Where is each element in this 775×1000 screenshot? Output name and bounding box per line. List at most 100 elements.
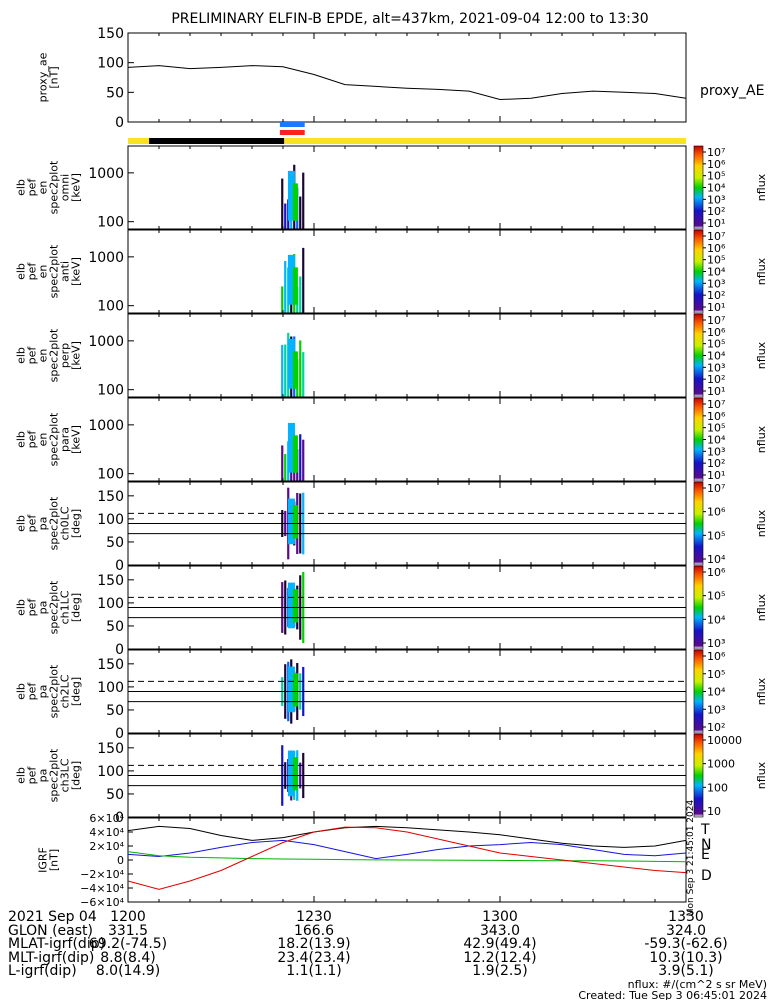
en_omni-ylabel-3: spec2plot — [48, 160, 61, 214]
en_perp-ylabel-5: [keV] — [70, 341, 83, 370]
pa_ch2-cbar-label-4: 10⁶ — [707, 650, 726, 663]
en_omni-ylabel-1: pef — [26, 178, 39, 197]
en_para-cbar-label-5: 10⁶ — [707, 410, 726, 423]
en_para-pixel-1 — [284, 454, 287, 481]
en_omni-ylabel-2: en — [37, 181, 50, 195]
en_perp-cbar-label-0: 10¹ — [707, 385, 725, 398]
en_perp-ytick-label-0: 100 — [97, 383, 124, 399]
en_anti-cbar-title: nflux — [755, 257, 768, 285]
footer-created-note: Created: Tue Sep 3 06:45:01 2024 — [578, 989, 767, 1000]
pa_ch3-ytick-label-3: 150 — [97, 741, 124, 757]
pa_ch2-cbar-label-1: 10³ — [707, 703, 725, 716]
footer-row-label-2: MLAT-igrf(dip) — [8, 936, 105, 952]
pa_ch3-ylabel-3: spec2plot — [48, 748, 61, 802]
en_anti-core-blue — [287, 254, 295, 305]
pa_ch2-core-green — [292, 673, 298, 707]
pa_ch1-cbar-label-1: 10⁴ — [707, 613, 726, 626]
footer-row-label-3: MLT-igrf(dip) — [8, 950, 94, 966]
pa_ch3-core-blue — [287, 750, 295, 797]
en_omni-cbar-title: nflux — [755, 173, 768, 201]
pa_ch1-ytick-label-3: 150 — [97, 573, 124, 589]
en_perp-ylabel-1: pef — [26, 346, 39, 365]
en_omni-cbar-label-6: 10⁷ — [707, 146, 725, 159]
proxy-ae-ytick-label-0: 0 — [115, 115, 124, 131]
pa_ch2-cbar-title: nflux — [755, 677, 768, 705]
status-segment-1 — [149, 138, 285, 144]
en_para-cbar-label-0: 10¹ — [707, 469, 725, 482]
igrf-legend-T: T — [700, 822, 710, 838]
proxy-ae-ytick-label-2: 100 — [97, 56, 124, 72]
footer-row-2-value-3: -59.3(-62.6) — [644, 936, 727, 952]
proxy-ae-ytick-label-1: 50 — [106, 85, 124, 101]
en_para-cbar-label-2: 10³ — [707, 445, 725, 458]
en_anti-cbar-label-2: 10³ — [707, 277, 725, 290]
pa_ch3-ylabel-0: elb — [15, 767, 28, 784]
footer-row-4-value-3: 3.9(5.1) — [658, 963, 713, 979]
pa_ch3-cbar-title: nflux — [755, 761, 768, 789]
pa_ch0-ylabel-4: ch0LC — [59, 506, 72, 540]
igrf-ytick-label-3: 0 — [117, 854, 124, 867]
footer-units-note: nflux: #/(cm^2 s sr MeV) — [628, 978, 767, 991]
en_perp-pixel-0 — [281, 344, 284, 397]
footer-row-4-value-0: 8.0(14.9) — [96, 963, 160, 979]
igrf-ytick-label-0: −6×10⁴ — [80, 896, 124, 909]
en_anti-pixel-6 — [299, 276, 302, 313]
en_anti-ylabel-4: anti — [59, 261, 72, 282]
pa_ch1-ylabel-1: pef — [26, 598, 39, 617]
en_perp-core-green — [292, 351, 298, 389]
footer-row-label-1: GLON (east) — [8, 923, 93, 939]
pa_ch3-ylabel-2: pa — [37, 769, 50, 783]
proxy-ae-ylabel-1: [nT] — [48, 66, 61, 88]
pa_ch0-ylabel-0: elb — [15, 515, 28, 532]
en_anti-core-green — [292, 267, 298, 305]
en_anti-ytick-label-1: 1000 — [88, 250, 124, 266]
en_perp-pixel-1 — [284, 344, 287, 397]
status-segment-2 — [284, 138, 686, 144]
footer-row-0-value-2: 1300 — [482, 909, 518, 925]
footer-row-2-value-2: 42.9(49.4) — [463, 936, 536, 952]
en_para-ylabel-0: elb — [15, 431, 28, 448]
en_anti-colorbar — [693, 229, 704, 314]
igrf-line-E — [127, 851, 687, 863]
en_para-core-green — [292, 435, 298, 473]
footer-row-4-value-2: 1.9(2.5) — [472, 963, 527, 979]
en_perp-cbar-label-1: 10² — [707, 373, 725, 386]
en_anti-cbar-label-1: 10² — [707, 289, 725, 302]
pa_ch1-colorbar — [693, 565, 704, 650]
pa_ch1-cbar-label-3: 10⁶ — [707, 566, 726, 579]
pa_ch0-ytick-label-0: 0 — [115, 558, 124, 574]
igrf-line-N — [127, 839, 687, 860]
en_anti-ylabel-0: elb — [15, 263, 28, 280]
en_anti-ytick-label-0: 100 — [97, 299, 124, 315]
plot-title: PRELIMINARY ELFIN-B EPDE, alt=437km, 202… — [171, 11, 648, 27]
pa_ch0-cbar-label-0: 10⁴ — [707, 553, 726, 566]
pa_ch1-cbar-label-0: 10³ — [707, 637, 725, 650]
en_omni-frame — [127, 145, 687, 230]
igrf-line-D — [127, 826, 687, 890]
pa_ch2-cbar-label-3: 10⁵ — [707, 668, 725, 681]
en_para-cbar-label-3: 10⁴ — [707, 434, 726, 447]
footer-row-0-value-3: 1330 — [668, 909, 704, 925]
en_para-cbar-label-6: 10⁷ — [707, 398, 725, 411]
en_para-ylabel-3: spec2plot — [48, 412, 61, 466]
en_perp-pixel-6 — [299, 340, 302, 397]
en_perp-ylabel-2: en — [37, 349, 50, 363]
igrf-ytick-label-1: −4×10⁴ — [80, 882, 124, 895]
footer-row-1-value-2: 343.0 — [480, 923, 520, 939]
igrf-ylabel-0: IGRF — [37, 847, 50, 873]
en_para-ytick-label-0: 100 — [97, 467, 124, 483]
footer-row-3-value-2: 12.2(12.4) — [463, 950, 536, 966]
proxy-ae-legend: proxy_AE — [700, 83, 764, 99]
en_omni-ytick-label-0: 100 — [97, 215, 124, 231]
pa_ch1-ytick-label-2: 100 — [97, 596, 124, 612]
pa_ch3-core-green — [292, 757, 298, 791]
proxy-ae-line — [127, 65, 687, 101]
en_anti-pixel-0 — [281, 286, 284, 313]
en_anti-pixel-7 — [302, 247, 305, 313]
pa_ch1-ylabel-0: elb — [15, 599, 28, 616]
footer-row-3-value-3: 10.3(10.3) — [649, 950, 722, 966]
pa_ch1-ylabel-4: ch1LC — [59, 590, 72, 624]
en_omni-pixel-7 — [302, 172, 305, 229]
footer-row-label-0: 2021 Sep 04 — [8, 909, 97, 925]
igrf-ytick-label-2: −2×10⁴ — [80, 868, 124, 881]
